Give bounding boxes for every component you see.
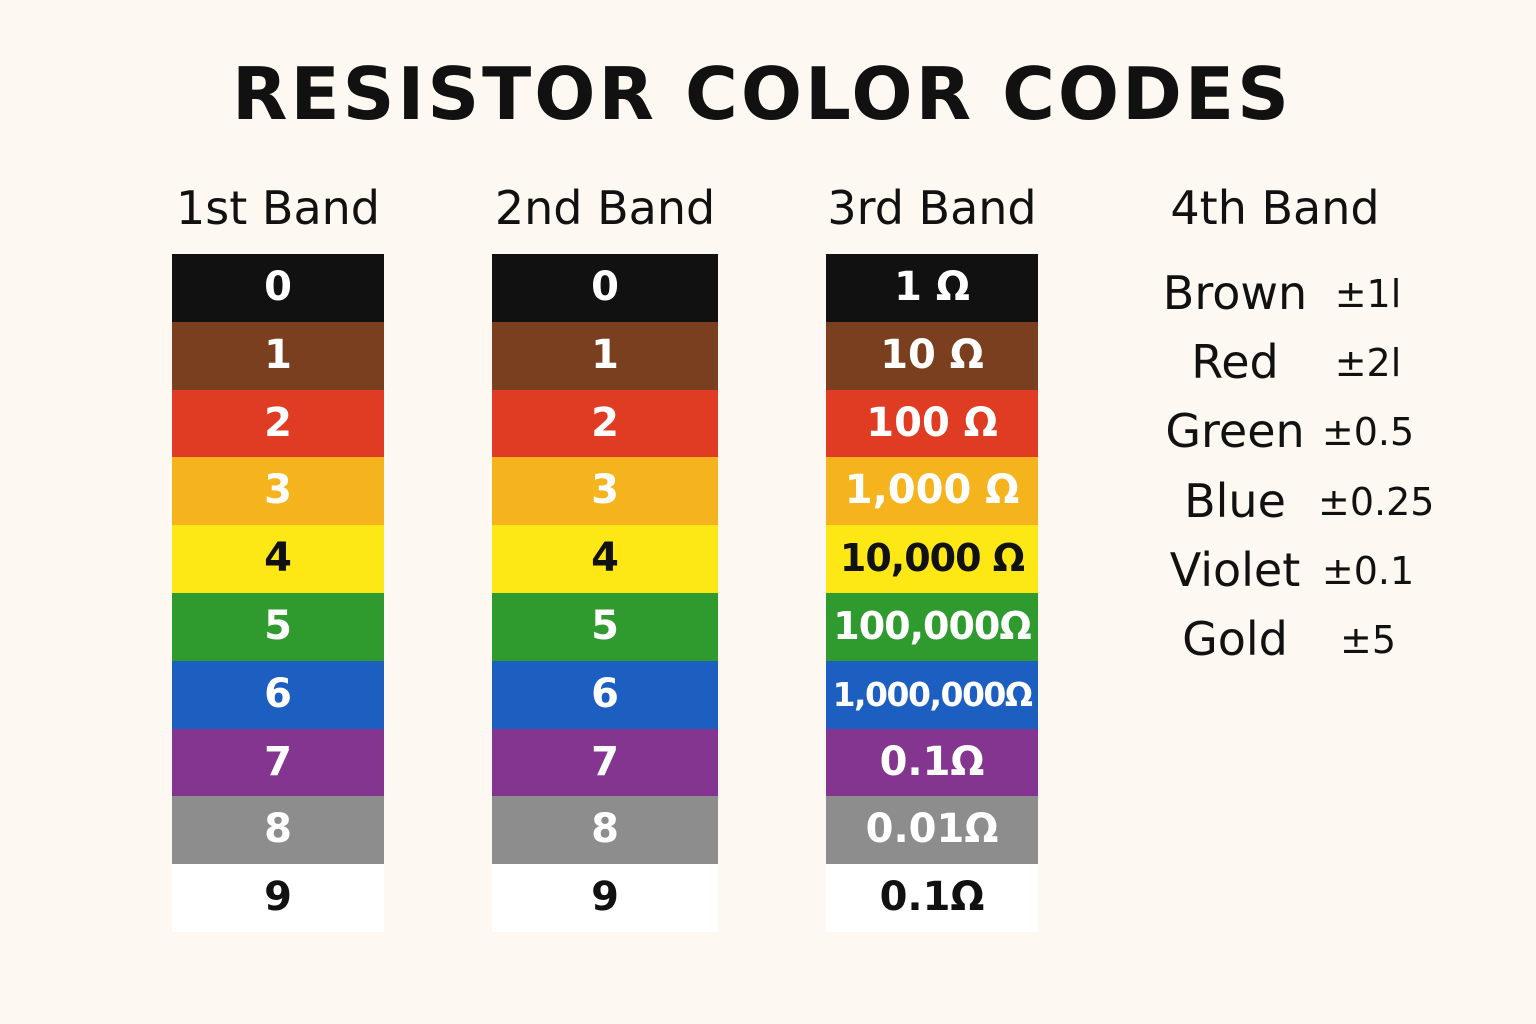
band3-cell: 0.1Ω [826, 728, 1038, 797]
tolerance-color-name: Violet [1169, 542, 1301, 597]
tolerance-value: ±0.5 [1321, 410, 1415, 455]
band3-cell: 0.01Ω [826, 796, 1038, 865]
tolerance-value: ±0.1 [1321, 548, 1415, 593]
band2-cell: 8 [492, 796, 718, 865]
band3-cell: 10,000 Ω [826, 525, 1038, 593]
page-title: RESISTOR COLOR CODES [232, 52, 1292, 136]
tolerance-value: ±5 [1339, 617, 1397, 662]
band1-cell: 4 [172, 525, 384, 593]
band1-cell: 9 [172, 864, 384, 932]
band3-column: 1 Ω 10 Ω 100 Ω 1,000 Ω 10,000 Ω 100,000Ω 1,000… [826, 254, 1038, 932]
band1-cell: 7 [172, 728, 384, 797]
tolerance-color-name: Blue [1184, 473, 1286, 528]
tolerance-value: ±2l [1334, 341, 1402, 386]
band1-cell: 6 [172, 660, 384, 729]
band3-cell: 1 Ω [826, 254, 1038, 322]
tolerance-row: Violet ±0.1 [1150, 535, 1450, 604]
band2-header: 2nd Band [494, 181, 716, 235]
band3-cell: 0.1Ω [826, 864, 1038, 932]
band3-header: 3rd Band [827, 181, 1037, 235]
tolerance-value: ±1l [1334, 272, 1402, 316]
band2-cell: 7 [492, 728, 718, 797]
band4-header: 4th Band [1170, 181, 1380, 235]
tolerance-row: Blue ±0.25 [1150, 466, 1450, 535]
band3-cell: 10 Ω [826, 321, 1038, 390]
band2-cell: 4 [492, 525, 718, 593]
band1-cell: 5 [172, 592, 384, 661]
tolerance-color-name: Red [1191, 335, 1279, 390]
tolerance-row: Gold ±5 [1150, 604, 1450, 673]
band1-cell: 0 [172, 254, 384, 322]
band2-cell: 2 [492, 389, 718, 458]
band2-cell: 0 [492, 254, 718, 322]
band2-cell: 6 [492, 660, 718, 729]
band3-cell: 1,000,000Ω [826, 660, 1038, 729]
tolerance-row: Red ±2l [1150, 327, 1450, 396]
tolerance-list: Brown ±1l Red ±2l Green ±0.5 Blue ±0.25 Violet ±0… [1150, 258, 1450, 673]
band1-cell: 1 [172, 321, 384, 390]
tolerance-color-name: Gold [1182, 611, 1288, 666]
band2-cell: 1 [492, 321, 718, 390]
tolerance-row: Brown ±1l [1150, 258, 1450, 327]
band1-cell: 3 [172, 457, 384, 526]
band1-cell: 2 [172, 389, 384, 458]
band1-header: 1st Band [176, 181, 380, 235]
band3-cell: 100,000Ω [826, 592, 1038, 661]
band2-cell: 5 [492, 592, 718, 661]
band3-cell: 1,000 Ω [826, 457, 1038, 526]
tolerance-color-name: Brown [1162, 266, 1308, 320]
tolerance-row: Green ±0.5 [1150, 396, 1450, 465]
band2-cell: 3 [492, 457, 718, 526]
band2-cell: 9 [492, 864, 718, 932]
tolerance-color-name: Green [1165, 404, 1305, 459]
tolerance-value: ±0.25 [1318, 479, 1435, 524]
band1-cell: 8 [172, 796, 384, 865]
band3-cell: 100 Ω [826, 389, 1038, 458]
